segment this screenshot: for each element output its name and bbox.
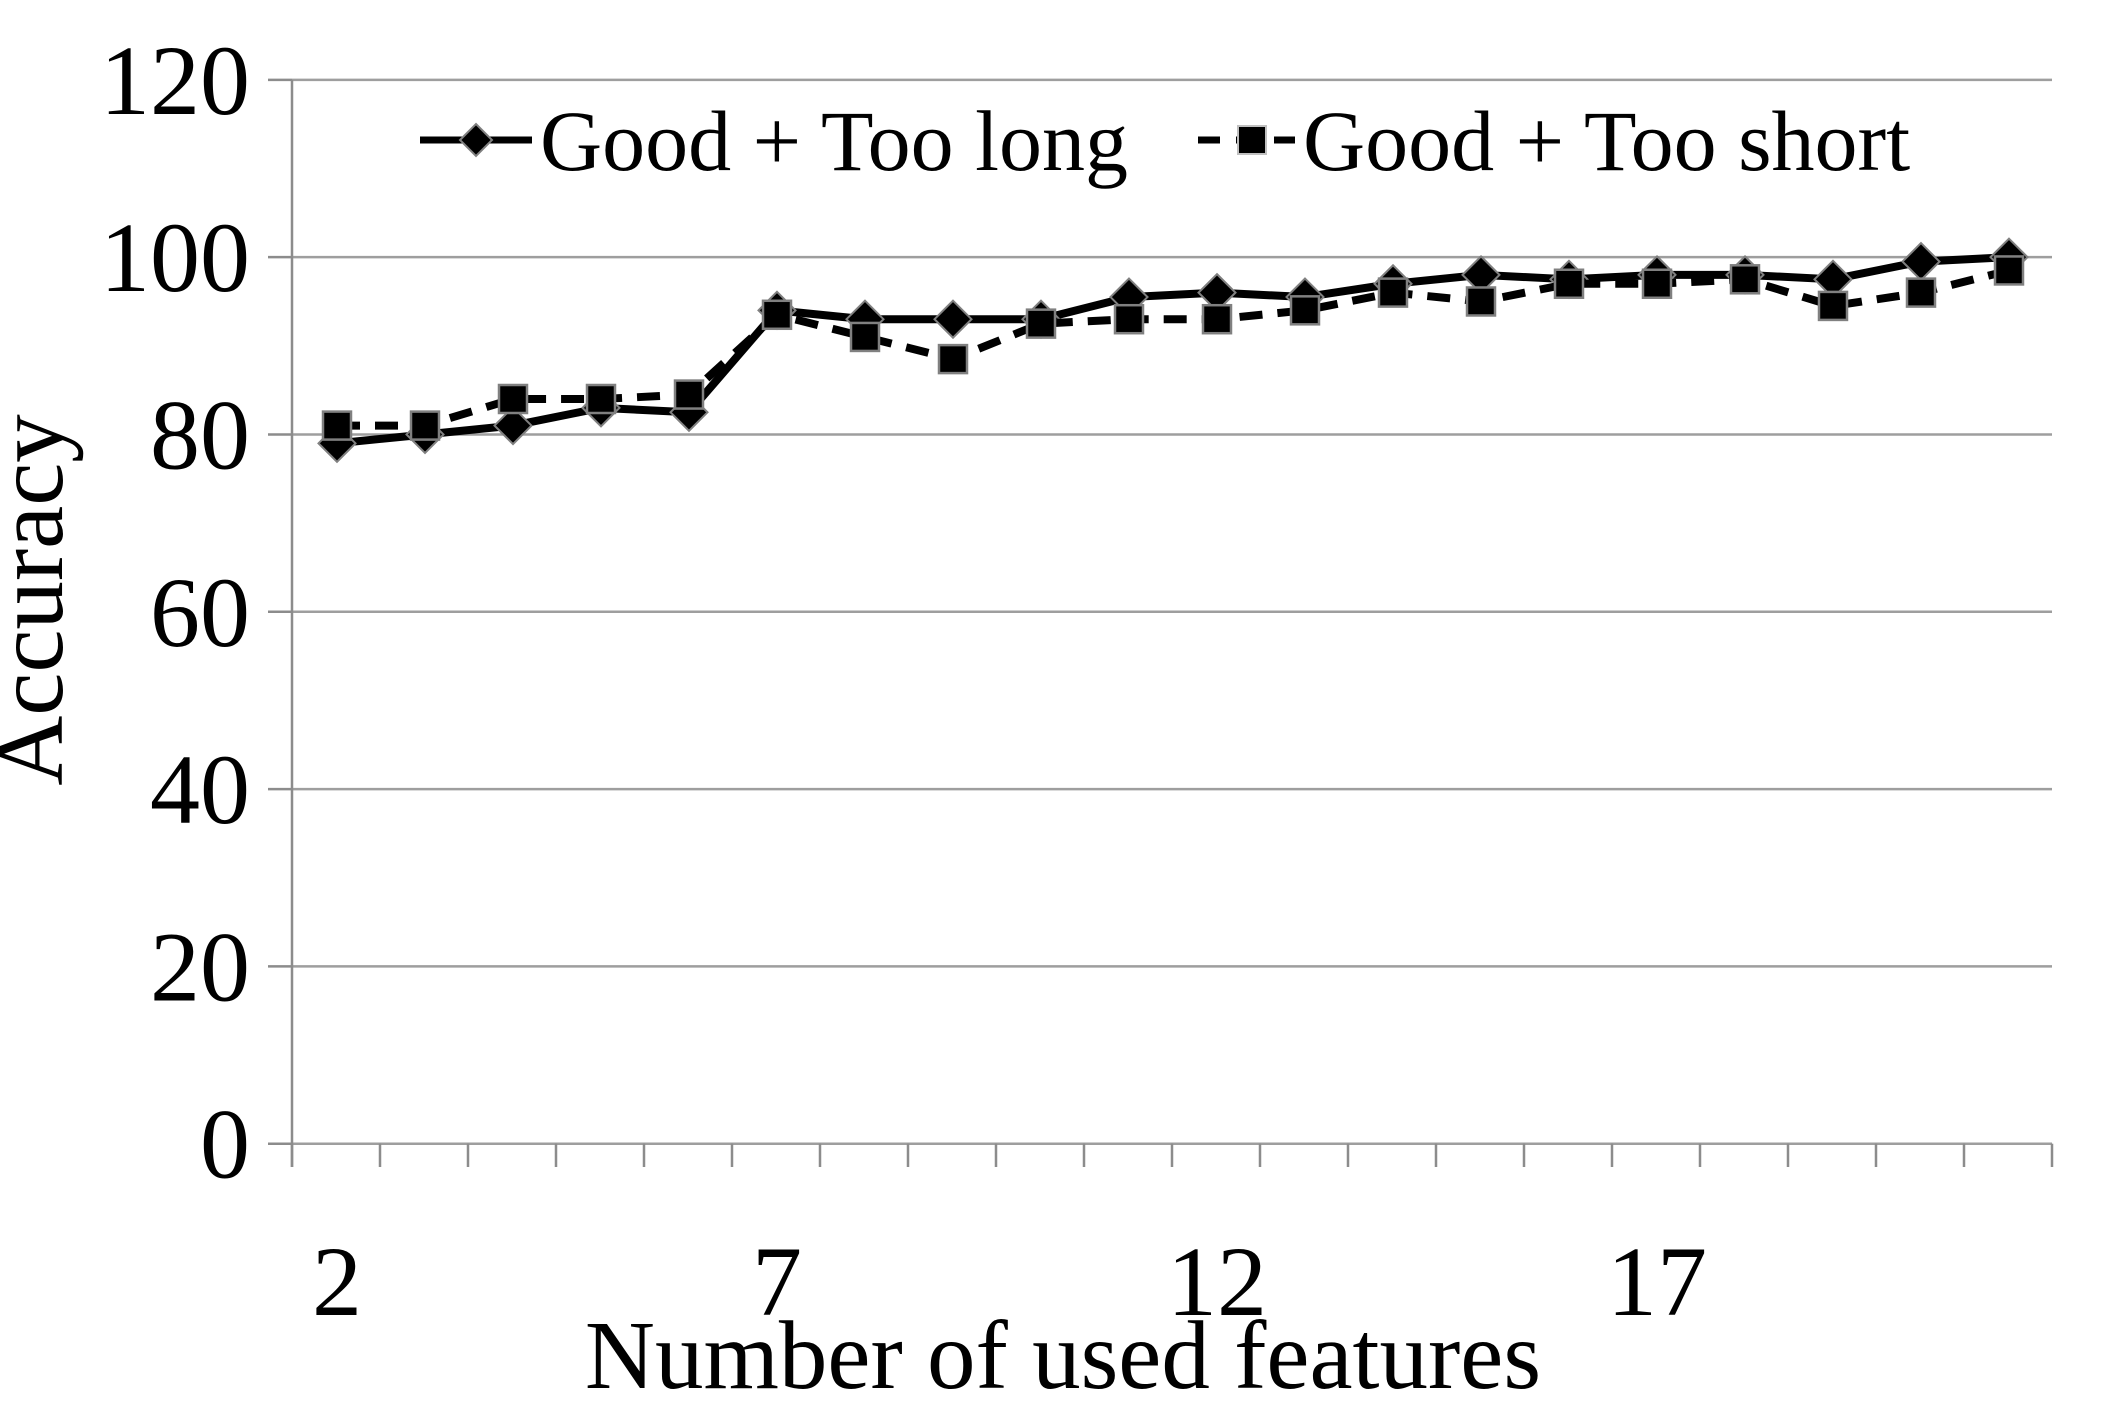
data-point-square: [409, 410, 441, 441]
data-point-square: [1993, 255, 2025, 286]
legend-diamond-marker-icon: [458, 122, 494, 158]
data-point-square: [849, 321, 881, 353]
y-tick-label: 60: [150, 557, 250, 668]
series-layer: [317, 237, 2029, 464]
y-tick-label: 40: [150, 734, 250, 845]
data-point-square: [1905, 277, 1937, 308]
y-tick-label: 100: [100, 202, 250, 313]
data-point-square: [1817, 290, 1849, 322]
legend-label-good-too-long: Good + Too long: [540, 93, 1128, 189]
data-point-square: [1377, 277, 1409, 308]
data-point-square: [321, 410, 353, 441]
legend-item-good-too-short: Good + Too short: [1198, 93, 1910, 189]
legend-label-good-too-short: Good + Too short: [1303, 93, 1910, 189]
data-point-diamond: [933, 299, 973, 340]
y-axis-title: Accuracy: [0, 414, 83, 786]
legend-square-marker-icon: [1237, 125, 1267, 155]
data-point-square: [1641, 268, 1673, 299]
x-axis-title: Number of used features: [585, 1302, 1541, 1409]
legend: Good + Too long Good + Too short: [420, 93, 1910, 189]
x-tick-label: 12: [1167, 1226, 1267, 1337]
tick-labels: 0 20 40 60 80 100 120 2 7 12 17: [100, 25, 1707, 1337]
data-point-square: [1553, 268, 1585, 299]
legend-item-good-too-long: Good + Too long: [420, 93, 1128, 189]
data-point-square: [1025, 308, 1057, 339]
data-point-square: [1113, 303, 1145, 335]
x-tick-label: 7: [752, 1226, 802, 1337]
data-point-square: [1465, 286, 1497, 317]
y-tick-label: 0: [200, 1089, 250, 1200]
data-point-diamond: [1901, 241, 1941, 282]
data-point-square: [761, 299, 793, 331]
data-point-diamond: [493, 405, 533, 446]
data-point-square: [1201, 303, 1233, 335]
x-tick-label: 2: [312, 1226, 362, 1337]
gridlines: [292, 78, 2052, 1145]
data-point-square: [497, 383, 529, 415]
axes: [268, 78, 2054, 1167]
data-point-square: [585, 383, 617, 415]
y-tick-label: 80: [150, 379, 250, 490]
y-tick-label: 20: [150, 911, 250, 1022]
y-tick-label: 120: [100, 25, 250, 136]
data-point-square: [673, 379, 705, 410]
x-tick-label: 17: [1607, 1226, 1707, 1337]
data-point-square: [1289, 295, 1321, 326]
data-point-square: [937, 343, 969, 375]
data-point-square: [1729, 264, 1761, 295]
